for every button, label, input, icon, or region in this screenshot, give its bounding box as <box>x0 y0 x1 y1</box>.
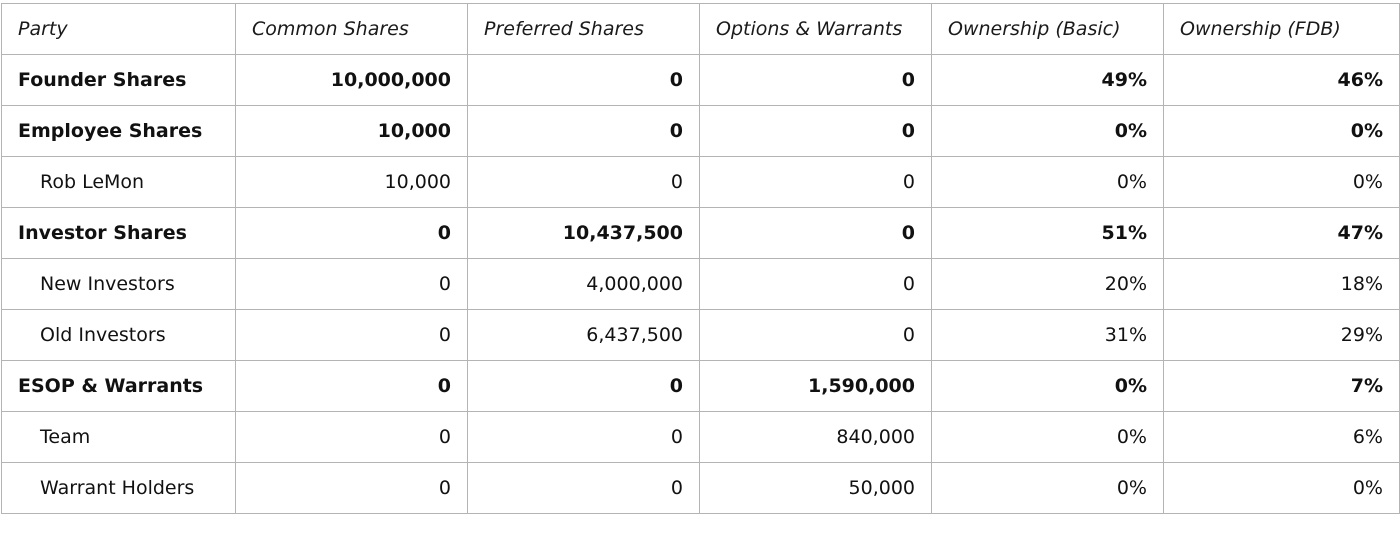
common-shares-cell: 0 <box>235 411 468 463</box>
party-cell: Investor Shares <box>1 207 236 259</box>
table-group-row: Investor Shares 0 10,437,500 0 51% 47% <box>1 207 1400 259</box>
header-ownership-basic: Ownership (Basic) <box>931 3 1164 55</box>
table-body: Founder Shares 10,000,000 0 0 49% 46% Employee… <box>1 54 1400 514</box>
preferred-shares-cell: 0 <box>467 54 700 106</box>
common-shares-cell: 0 <box>235 309 468 361</box>
cap-table: Party Common Shares Preferred Shares Opt… <box>1 3 1400 514</box>
common-shares-cell: 0 <box>235 258 468 310</box>
preferred-shares-cell: 4,000,000 <box>467 258 700 310</box>
preferred-shares-cell: 0 <box>467 156 700 208</box>
ownership-basic-cell: 51% <box>931 207 1164 259</box>
common-shares-cell: 0 <box>235 462 468 514</box>
preferred-shares-cell: 0 <box>467 411 700 463</box>
preferred-shares-cell: 6,437,500 <box>467 309 700 361</box>
header-row: Party Common Shares Preferred Shares Opt… <box>1 3 1400 55</box>
options-warrants-cell: 840,000 <box>699 411 932 463</box>
ownership-basic-cell: 0% <box>931 156 1164 208</box>
table-row: Rob LeMon 10,000 0 0 0% 0% <box>1 156 1400 208</box>
party-cell: New Investors <box>1 258 236 310</box>
ownership-fdb-cell: 29% <box>1163 309 1400 361</box>
party-cell: Rob LeMon <box>1 156 236 208</box>
ownership-basic-cell: 49% <box>931 54 1164 106</box>
table-group-row: Founder Shares 10,000,000 0 0 49% 46% <box>1 54 1400 106</box>
preferred-shares-cell: 10,437,500 <box>467 207 700 259</box>
ownership-fdb-cell: 18% <box>1163 258 1400 310</box>
table-group-row: ESOP & Warrants 0 0 1,590,000 0% 7% <box>1 360 1400 412</box>
table-row: Old Investors 0 6,437,500 0 31% 29% <box>1 309 1400 361</box>
options-warrants-cell: 0 <box>699 105 932 157</box>
table-row: Team 0 0 840,000 0% 6% <box>1 411 1400 463</box>
party-cell: Founder Shares <box>1 54 236 106</box>
preferred-shares-cell: 0 <box>467 462 700 514</box>
options-warrants-cell: 0 <box>699 258 932 310</box>
common-shares-cell: 10,000 <box>235 105 468 157</box>
header-preferred-shares: Preferred Shares <box>467 3 700 55</box>
ownership-fdb-cell: 47% <box>1163 207 1400 259</box>
options-warrants-cell: 0 <box>699 309 932 361</box>
common-shares-cell: 0 <box>235 360 468 412</box>
party-cell: Warrant Holders <box>1 462 236 514</box>
party-cell: Team <box>1 411 236 463</box>
options-warrants-cell: 0 <box>699 156 932 208</box>
options-warrants-cell: 0 <box>699 54 932 106</box>
common-shares-cell: 10,000 <box>235 156 468 208</box>
ownership-fdb-cell: 0% <box>1163 462 1400 514</box>
common-shares-cell: 10,000,000 <box>235 54 468 106</box>
options-warrants-cell: 50,000 <box>699 462 932 514</box>
header-common-shares: Common Shares <box>235 3 468 55</box>
ownership-fdb-cell: 0% <box>1163 156 1400 208</box>
ownership-basic-cell: 0% <box>931 360 1164 412</box>
common-shares-cell: 0 <box>235 207 468 259</box>
options-warrants-cell: 0 <box>699 207 932 259</box>
ownership-fdb-cell: 0% <box>1163 105 1400 157</box>
header-options-warrants: Options & Warrants <box>699 3 932 55</box>
ownership-basic-cell: 31% <box>931 309 1164 361</box>
ownership-basic-cell: 0% <box>931 462 1164 514</box>
header-party: Party <box>1 3 236 55</box>
ownership-fdb-cell: 7% <box>1163 360 1400 412</box>
preferred-shares-cell: 0 <box>467 105 700 157</box>
ownership-fdb-cell: 46% <box>1163 54 1400 106</box>
table-row: New Investors 0 4,000,000 0 20% 18% <box>1 258 1400 310</box>
ownership-basic-cell: 0% <box>931 411 1164 463</box>
header-ownership-fdb: Ownership (FDB) <box>1163 3 1400 55</box>
ownership-basic-cell: 20% <box>931 258 1164 310</box>
ownership-fdb-cell: 6% <box>1163 411 1400 463</box>
party-cell: ESOP & Warrants <box>1 360 236 412</box>
party-cell: Old Investors <box>1 309 236 361</box>
party-cell: Employee Shares <box>1 105 236 157</box>
preferred-shares-cell: 0 <box>467 360 700 412</box>
table-row: Warrant Holders 0 0 50,000 0% 0% <box>1 462 1400 514</box>
table-group-row: Employee Shares 10,000 0 0 0% 0% <box>1 105 1400 157</box>
options-warrants-cell: 1,590,000 <box>699 360 932 412</box>
ownership-basic-cell: 0% <box>931 105 1164 157</box>
